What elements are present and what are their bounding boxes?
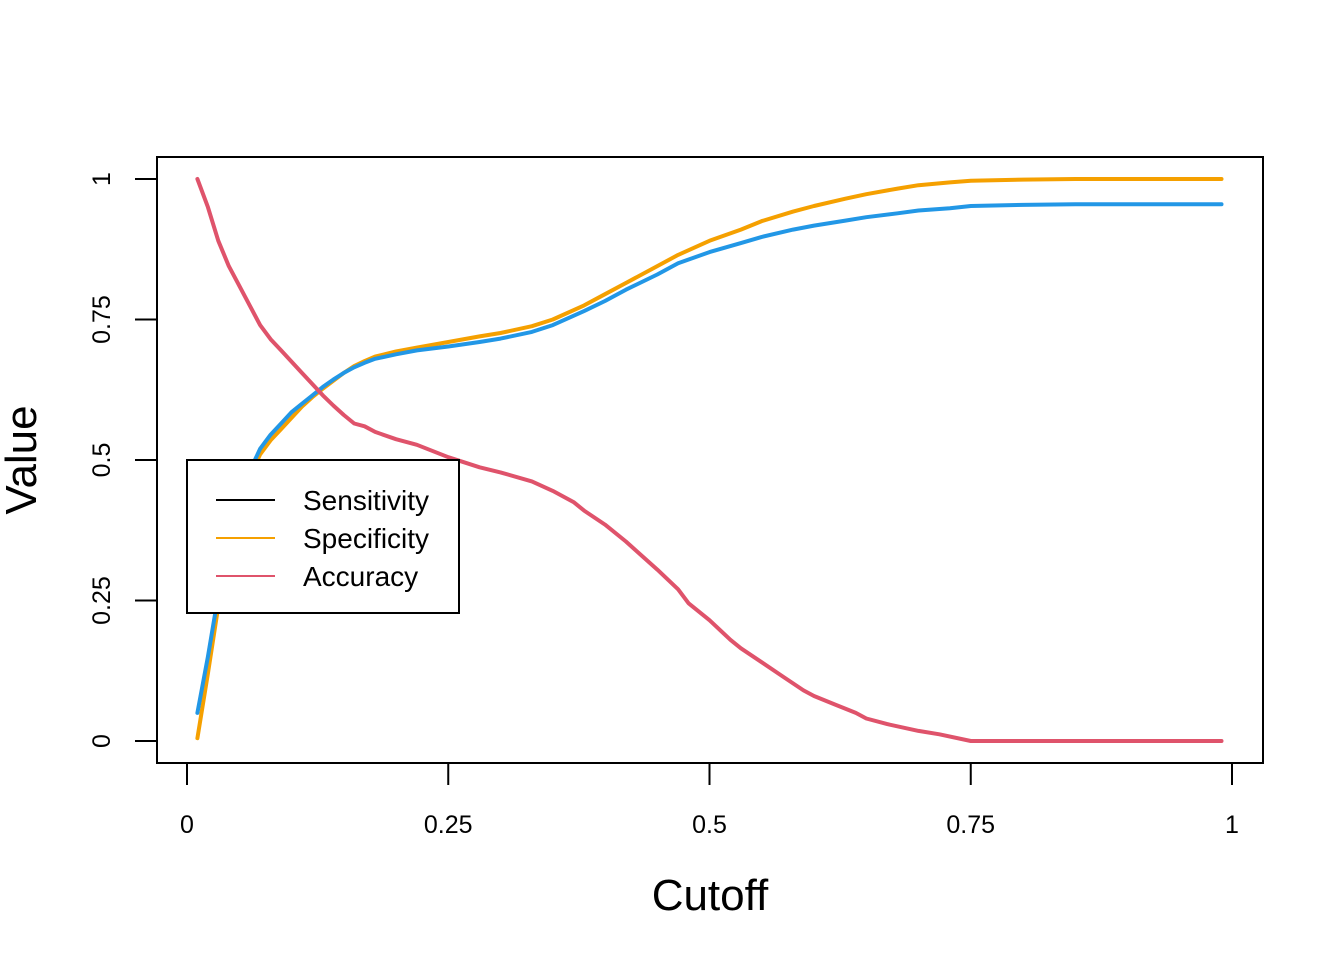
y-axis-title: Value — [0, 405, 46, 514]
x-axis: 0 0.25 0.5 0.75 1 — [180, 762, 1239, 839]
series-line-accuracy — [195, 177, 1224, 743]
y-axis: 0 0.25 0.5 0.75 1 — [88, 172, 158, 748]
x-tick-label: 0.25 — [424, 811, 473, 839]
series-line-specificity — [195, 177, 1224, 741]
x-axis-title: Cutoff — [652, 871, 769, 920]
y-tick-label: 0.75 — [88, 295, 116, 344]
y-tick-label: 0.25 — [88, 576, 116, 625]
x-tick-label: 0 — [180, 811, 194, 839]
series-line-sensitivity — [195, 202, 1224, 715]
y-tick-label: 0 — [88, 734, 116, 748]
x-tick-label: 0.5 — [692, 811, 727, 839]
x-tick-label: 0.75 — [946, 811, 995, 839]
legend-label: Accuracy — [303, 561, 418, 592]
legend-label: Specificity — [303, 523, 429, 554]
y-tick-label: 0.5 — [88, 443, 116, 478]
legend-box — [186, 459, 460, 614]
y-tick-label: 1 — [88, 172, 116, 186]
x-tick-label: 1 — [1225, 811, 1239, 839]
legend: Sensitivity Specificity Accuracy — [186, 459, 460, 614]
series-layer — [195, 177, 1224, 743]
legend-label: Sensitivity — [303, 485, 429, 516]
